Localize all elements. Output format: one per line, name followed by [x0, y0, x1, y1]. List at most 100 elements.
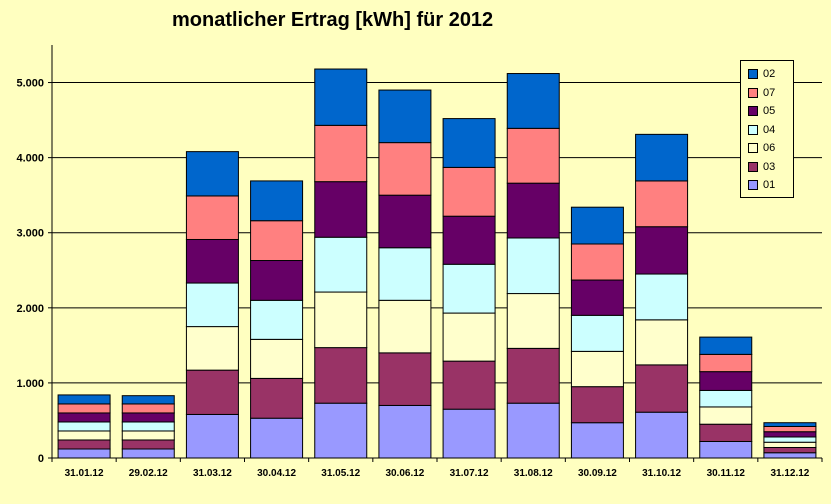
bar-segment-06-31.10.12 — [635, 319, 689, 366]
bar-segment-05-30.09.12 — [570, 279, 624, 316]
x-tick-label: 30.11.12 — [707, 468, 746, 479]
legend-label: 01 — [763, 179, 776, 192]
bar-segment-01-30.09.12 — [570, 422, 624, 459]
bar-segment-06-31.08.12 — [506, 293, 560, 349]
bar-segment-02-30.04.12 — [250, 180, 304, 222]
bar-segment-04-31.05.12 — [314, 236, 368, 293]
bar-segment-07-31.01.12 — [57, 403, 111, 414]
x-tick-label: 31.03.12 — [193, 468, 232, 479]
legend-swatch — [748, 69, 758, 80]
bar-segment-02-29.02.12 — [121, 395, 175, 405]
bar-segment-07-30.04.12 — [250, 220, 304, 262]
bar-segment-05-31.03.12 — [185, 238, 239, 284]
bar-segment-03-31.07.12 — [442, 360, 496, 410]
bar-segment-07-31.08.12 — [506, 127, 560, 184]
bar-segment-03-31.10.12 — [635, 364, 689, 413]
bar-segment-06-30.11.12 — [699, 406, 753, 425]
bar-segment-05-31.07.12 — [442, 215, 496, 265]
bar-segment-02-31.08.12 — [506, 73, 560, 129]
chart-title: monatlicher Ertrag [kWh] für 2012 — [172, 9, 494, 31]
bar-segment-04-31.12.12 — [763, 436, 817, 443]
bar-segment-05-31.12.12 — [763, 431, 817, 438]
bar-segment-02-30.06.12 — [378, 89, 432, 144]
bar-segment-02-31.12.12 — [763, 422, 817, 427]
bar-segment-02-31.05.12 — [314, 68, 368, 126]
bar-segment-03-30.09.12 — [570, 386, 624, 424]
axes — [51, 45, 823, 462]
bar-segment-06-29.02.12 — [121, 430, 175, 441]
bar-segment-07-31.12.12 — [763, 425, 817, 433]
bar-segment-06-30.04.12 — [250, 338, 304, 379]
bar-segment-02-31.03.12 — [185, 151, 239, 197]
legend-item: 07 — [748, 84, 793, 103]
y-tick-label: 2.000 — [16, 303, 44, 315]
bar-segment-03-29.02.12 — [121, 439, 175, 450]
x-tick-labels: 31.01.12 29.02.12 31.03.12 30.04.12 31.05.12… — [65, 468, 810, 479]
bar-segment-01-31.07.12 — [442, 408, 496, 459]
y-tick-label: 4.000 — [16, 153, 44, 165]
x-tick-label: 31.08.12 — [514, 468, 553, 479]
bar-segment-03-30.11.12 — [699, 423, 753, 442]
legend-item: 05 — [748, 102, 793, 121]
bar-segment-07-30.06.12 — [378, 142, 432, 196]
bar-segment-04-29.02.12 — [121, 421, 175, 432]
bar-segment-01-31.08.12 — [506, 402, 560, 459]
bar-segment-06-31.07.12 — [442, 312, 496, 362]
legend-item: 01 — [748, 176, 793, 195]
legend-item: 04 — [748, 121, 793, 140]
y-tick-label: 5.000 — [16, 78, 44, 90]
bar-segment-04-31.07.12 — [442, 263, 496, 314]
bar-segment-06-30.09.12 — [570, 350, 624, 388]
bar-segment-01-30.04.12 — [250, 417, 304, 459]
x-tick-label: 30.09.12 — [578, 468, 617, 479]
bar-segment-07-31.10.12 — [635, 180, 689, 228]
bar-segment-01-31.12.12 — [763, 452, 817, 459]
y-tick-label: 0 — [38, 453, 44, 465]
bar-segment-04-30.09.12 — [570, 314, 624, 352]
x-tick-label: 31.05.12 — [321, 468, 360, 479]
bar-segment-06-31.03.12 — [185, 326, 239, 371]
bar-segment-05-29.02.12 — [121, 412, 175, 423]
bar-segment-03-30.06.12 — [378, 352, 432, 406]
bar-segment-02-30.11.12 — [699, 336, 753, 355]
bar-segment-05-30.06.12 — [378, 194, 432, 249]
bar-segment-03-31.12.12 — [763, 446, 817, 454]
x-tick-label: 31.07.12 — [450, 468, 489, 479]
bar-segment-04-31.08.12 — [506, 237, 560, 295]
bar-segment-02-31.01.12 — [57, 394, 111, 405]
legend-swatch — [748, 87, 758, 98]
bar-segment-06-30.06.12 — [378, 299, 432, 354]
bar-segment-06-31.01.12 — [57, 430, 111, 441]
bar-segment-02-30.09.12 — [570, 206, 624, 245]
bar-segment-01-30.06.12 — [378, 404, 432, 459]
bar-segment-02-31.10.12 — [635, 133, 689, 182]
y-tick-label: 3.000 — [16, 228, 44, 240]
bar-segment-03-31.03.12 — [185, 369, 239, 415]
bar-segment-06-31.05.12 — [314, 291, 368, 349]
legend-swatch — [748, 161, 758, 172]
bars — [57, 68, 817, 459]
legend: 02 07 05 04 06 03 01 — [740, 60, 794, 198]
bar-segment-01-29.02.12 — [121, 448, 175, 459]
bar-segment-07-31.07.12 — [442, 166, 496, 217]
legend-label: 03 — [763, 160, 776, 173]
bar-segment-01-30.11.12 — [699, 440, 753, 459]
bar-segment-07-29.02.12 — [121, 403, 175, 414]
bar-segment-07-31.05.12 — [314, 124, 368, 183]
x-tick-label: 31.10.12 — [642, 468, 681, 479]
bar-segment-05-30.11.12 — [699, 371, 753, 391]
x-tick-label: 30.04.12 — [257, 468, 296, 479]
bar-segment-04-31.10.12 — [635, 273, 689, 321]
bar-segment-07-31.03.12 — [185, 195, 239, 240]
legend-swatch — [748, 124, 758, 135]
bar-segment-04-30.06.12 — [378, 247, 432, 301]
legend-item: 02 — [748, 65, 793, 84]
legend-swatch — [748, 180, 758, 191]
x-tick-label: 29.02.12 — [129, 468, 168, 479]
legend-label: 02 — [763, 68, 776, 81]
bar-segment-03-31.01.12 — [57, 439, 111, 450]
legend-swatch — [748, 106, 758, 117]
legend-label: 04 — [763, 123, 776, 136]
legend-label: 05 — [763, 105, 776, 118]
